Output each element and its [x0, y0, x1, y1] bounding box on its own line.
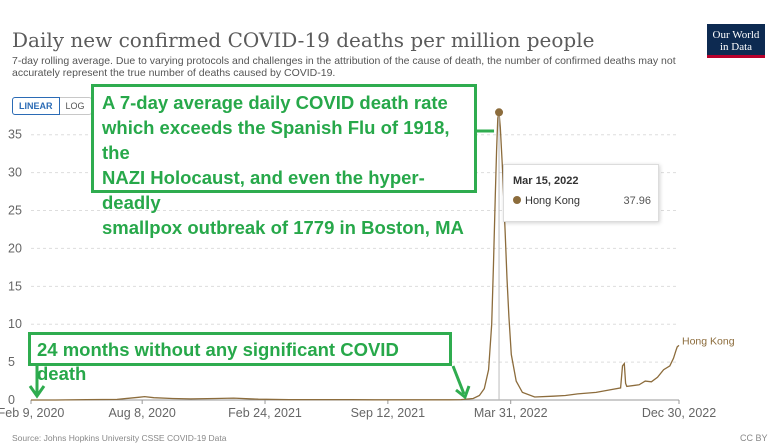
y-tick-label: 15: [8, 279, 22, 293]
x-axis-ticks: Feb 9, 2020 Aug 8, 2020 Feb 24, 2021 Sep 12…: [0, 400, 716, 420]
y-tick-label: 10: [8, 317, 22, 331]
y-tick-label: 0: [8, 393, 15, 407]
x-tick-label: Dec 30, 2022: [642, 406, 716, 420]
x-tick-label: Aug 8, 2020: [108, 406, 175, 420]
y-tick-label: 20: [8, 241, 22, 255]
y-axis-ticks: 0 5 10 15 20 25 30 35: [8, 128, 22, 407]
highlight-point: [495, 108, 503, 116]
annotation-box-months: 24 months without any significant COVID …: [28, 332, 452, 366]
tooltip-date: Mar 15, 2022: [513, 175, 578, 187]
x-tick-label: Feb 24, 2021: [228, 406, 302, 420]
y-tick-label: 25: [8, 204, 22, 218]
annotation-box-peak: A 7-day average daily COVID death rate w…: [91, 84, 477, 193]
x-tick-label: Feb 9, 2020: [0, 406, 64, 420]
annotation-line: A 7-day average daily COVID death rate: [102, 90, 466, 115]
annotation-line: smallpox outbreak of 1779 in Boston, MA: [102, 215, 466, 240]
data-tooltip: Mar 15, 2022 Hong Kong 37.96: [503, 164, 659, 222]
tooltip-dot-icon: [513, 196, 521, 204]
annotation-line: which exceeds the Spanish Flu of 1918, t…: [102, 115, 466, 165]
y-tick-label: 30: [8, 166, 22, 180]
x-tick-label: Mar 31, 2022: [474, 406, 548, 420]
tooltip-row: Hong Kong 37.96: [513, 195, 651, 207]
x-tick-label: Sep 12, 2021: [351, 406, 425, 420]
y-tick-label: 35: [8, 128, 22, 142]
annotation-line: NAZI Holocaust, and even the hyper-deadl…: [102, 165, 466, 215]
source-note[interactable]: Source: Johns Hopkins University CSSE CO…: [12, 433, 226, 443]
tooltip-entity: Hong Kong: [525, 195, 580, 207]
tooltip-value: 37.96: [623, 195, 651, 207]
series-end-label: Hong Kong: [682, 335, 735, 347]
y-tick-label: 5: [8, 355, 15, 369]
right-arrow-shaft: [453, 366, 464, 394]
license-label[interactable]: CC BY: [740, 433, 768, 443]
